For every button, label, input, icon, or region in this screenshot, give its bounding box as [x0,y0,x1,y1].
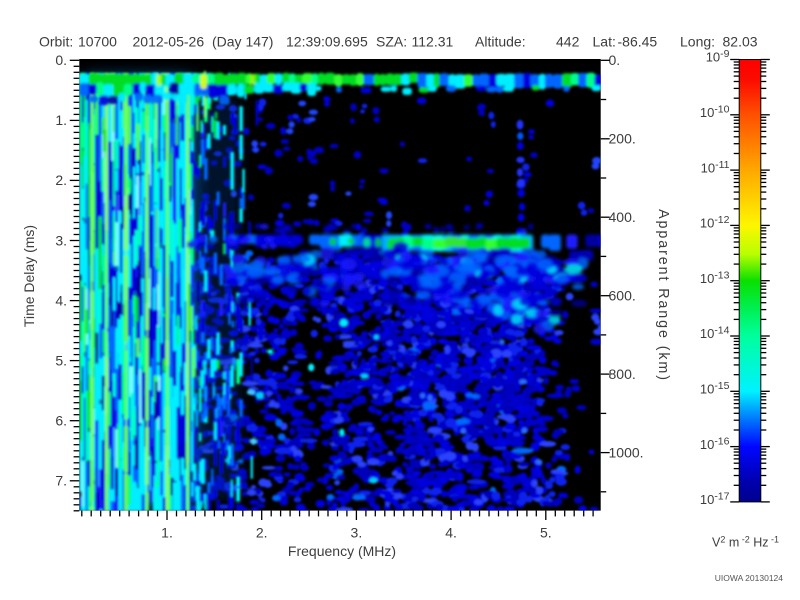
svg-text:5.: 5. [55,353,67,369]
svg-text:Time Delay (ms): Time Delay (ms) [21,225,37,327]
svg-text:112.31: 112.31 [412,34,454,50]
svg-text:6.: 6. [55,413,67,429]
svg-text:4.: 4. [445,525,457,541]
svg-text:Lat:: Lat: [593,34,616,50]
svg-text:600.: 600. [609,288,636,304]
svg-text:SZA:: SZA: [376,34,407,50]
svg-text:Long:: Long: [680,34,715,50]
svg-text:4.: 4. [55,292,67,308]
svg-text:400.: 400. [609,209,636,225]
svg-text:2.: 2. [55,172,67,188]
svg-text:0.: 0. [609,52,621,68]
svg-text:-86.45: -86.45 [618,34,658,50]
svg-text:2012-05-26: 2012-05-26 [133,34,205,50]
svg-text:1.: 1. [161,525,173,541]
svg-text:0.: 0. [55,52,67,68]
svg-text:3.: 3. [351,525,363,541]
svg-text:Orbit:: Orbit: [39,34,73,50]
svg-text:12:39:09.695: 12:39:09.695 [286,34,368,50]
svg-text:2.: 2. [256,525,268,541]
svg-text:V2 m -2 Hz -1: V2 m -2 Hz -1 [712,535,779,550]
svg-text:1000.: 1000. [609,444,644,460]
svg-text:200.: 200. [609,131,636,147]
svg-text:1.: 1. [55,112,67,128]
svg-text:3.: 3. [55,232,67,248]
svg-text:(Day 147): (Day 147) [212,34,273,50]
svg-text:Apparent Range (km): Apparent Range (km) [655,209,671,382]
svg-text:442: 442 [556,34,580,50]
svg-text:82.03: 82.03 [723,34,758,50]
svg-text:5.: 5. [540,525,552,541]
svg-text:10-14: 10-14 [700,325,730,342]
svg-text:UIOWA 20130124: UIOWA 20130124 [715,573,783,583]
svg-text:7.: 7. [55,473,67,489]
svg-text:10700: 10700 [78,34,117,50]
svg-text:800.: 800. [609,366,636,382]
svg-text:Altitude:: Altitude: [475,34,526,50]
svg-text:Frequency (MHz): Frequency (MHz) [288,543,396,559]
